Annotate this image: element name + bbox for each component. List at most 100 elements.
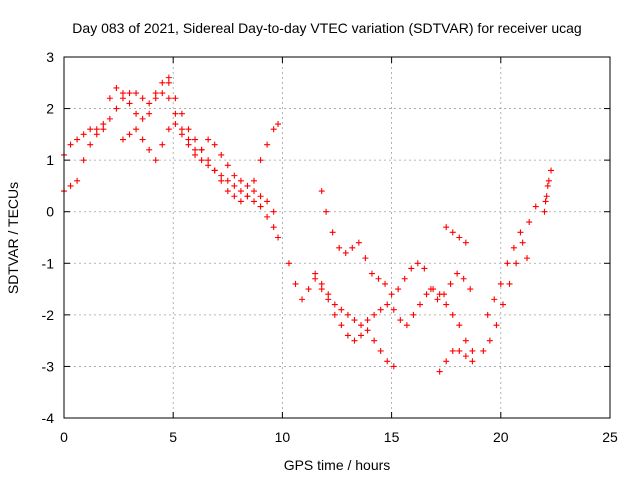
x-axis-label: GPS time / hours	[284, 457, 391, 473]
data-point	[185, 136, 192, 143]
data-point	[178, 131, 185, 138]
y-axis-label: SDTVAR / TECUs	[5, 182, 21, 294]
x-tick-label: 5	[169, 429, 177, 445]
x-tick-label: 20	[493, 429, 509, 445]
data-point	[165, 74, 172, 81]
data-point	[119, 90, 126, 97]
x-tick-label: 10	[275, 429, 291, 445]
data-series	[165, 79, 282, 205]
data-point	[331, 311, 338, 318]
data-point	[443, 301, 450, 308]
data-point	[312, 270, 319, 277]
y-tick-label: 0	[46, 204, 54, 220]
x-tick-label: 0	[60, 429, 68, 445]
data-series	[318, 188, 474, 303]
data-point	[436, 291, 443, 298]
data-point	[368, 270, 375, 277]
data-point	[377, 347, 384, 354]
chart-title: Day 083 of 2021, Sidereal Day-to-day VTE…	[72, 20, 581, 36]
data-point	[270, 126, 277, 133]
data-point	[517, 229, 524, 236]
data-point	[545, 177, 552, 184]
data-point	[270, 208, 277, 215]
y-tick-label: 1	[46, 152, 54, 168]
data-point	[139, 115, 146, 122]
data-point	[172, 95, 179, 102]
data-point	[74, 177, 81, 184]
data-point	[544, 182, 551, 189]
data-point	[275, 121, 282, 128]
data-point	[443, 358, 450, 365]
data-point	[178, 110, 185, 117]
data-point	[106, 95, 113, 102]
data-point	[152, 90, 159, 97]
data-point	[449, 311, 456, 318]
y-tick-label: -3	[42, 358, 55, 374]
data-point	[251, 177, 258, 184]
data-point	[344, 311, 351, 318]
data-point	[185, 126, 192, 133]
data-point	[342, 249, 349, 256]
data-point	[205, 136, 212, 143]
data-point	[159, 141, 166, 148]
data-point	[338, 322, 345, 329]
data-point	[443, 224, 450, 231]
x-tick-label: 25	[602, 429, 618, 445]
data-point	[397, 317, 404, 324]
data-point	[421, 265, 428, 272]
tick-layer: 0 5 10 15 20 25 -4 -3 -2 -1 0 1 2 3	[42, 49, 618, 445]
data-point	[192, 151, 199, 158]
grid-layer	[64, 57, 610, 418]
data-point	[185, 141, 192, 148]
y-tick-label: -1	[42, 255, 55, 271]
data-point	[218, 172, 225, 179]
data-point	[126, 100, 133, 107]
data-point	[519, 239, 526, 246]
data-point	[349, 244, 356, 251]
data-point	[178, 126, 185, 133]
data-point	[414, 260, 421, 267]
data-point	[336, 244, 343, 251]
data-point	[497, 280, 504, 287]
data-point	[198, 157, 205, 164]
data-point	[119, 95, 126, 102]
y-tick-label: 3	[46, 49, 54, 65]
data-point	[410, 311, 417, 318]
data-point	[152, 157, 159, 164]
data-point	[462, 353, 469, 360]
data-point	[172, 110, 179, 117]
data-point	[224, 177, 231, 184]
data-point	[231, 172, 238, 179]
data-point	[126, 90, 133, 97]
data-point	[460, 275, 467, 282]
data-point	[231, 182, 238, 189]
data-point	[211, 141, 218, 148]
data-point	[318, 286, 325, 293]
data-point	[486, 337, 493, 344]
data-series	[312, 275, 397, 370]
data-series	[119, 121, 277, 215]
data-point	[146, 146, 153, 153]
plot-frame	[63, 56, 611, 419]
data-point	[436, 368, 443, 375]
data-point	[351, 317, 358, 324]
data-point	[192, 146, 199, 153]
data-point	[224, 188, 231, 195]
data-point	[491, 296, 498, 303]
data-point	[323, 208, 330, 215]
data-point	[331, 301, 338, 308]
data-point	[146, 100, 153, 107]
data-point	[133, 110, 140, 117]
data-point	[524, 255, 531, 262]
data-series	[541, 167, 555, 215]
data-point	[513, 260, 520, 267]
data-point	[371, 337, 378, 344]
data-point	[67, 182, 74, 189]
data-point	[159, 90, 166, 97]
data-point	[299, 296, 306, 303]
data-point	[364, 317, 371, 324]
data-point	[159, 79, 166, 86]
data-point	[449, 229, 456, 236]
data-point	[506, 280, 513, 287]
data-point	[543, 193, 550, 200]
